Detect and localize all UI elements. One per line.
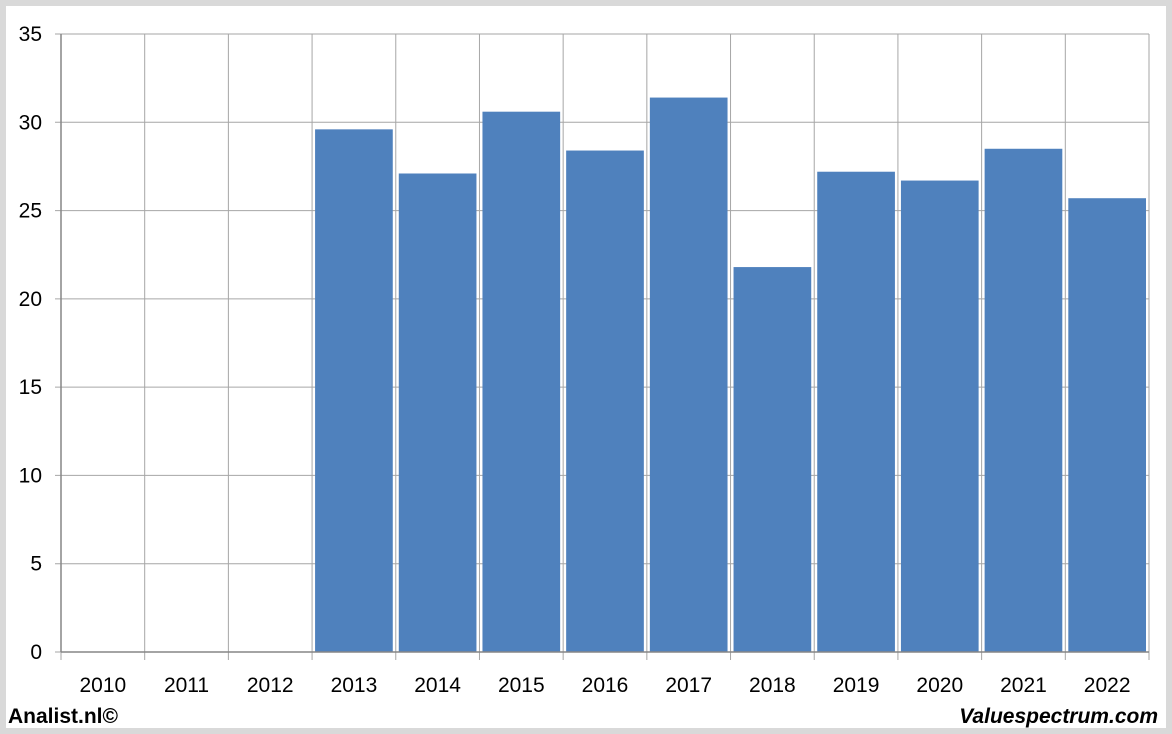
bar-2017 <box>649 97 728 652</box>
bar-2014 <box>398 173 477 652</box>
x-tick-label: 2018 <box>749 674 796 697</box>
x-tick-label: 2013 <box>331 674 378 697</box>
bar-2019 <box>817 171 895 652</box>
bar-2018 <box>733 267 812 652</box>
x-tick-label: 2022 <box>1084 674 1131 697</box>
y-tick-label: 10 <box>19 464 42 487</box>
bar-2021 <box>984 148 1063 652</box>
x-tick-label: 2015 <box>498 674 545 697</box>
bar-2015 <box>482 111 561 653</box>
bar-2022 <box>1068 198 1146 652</box>
x-tick-label: 2017 <box>665 674 712 697</box>
bar-2013 <box>315 129 393 652</box>
x-tick-label: 2012 <box>247 674 294 697</box>
bar-2016 <box>566 150 644 652</box>
x-tick-label: 2011 <box>164 674 209 697</box>
y-tick-label: 30 <box>19 111 42 134</box>
footer-source-left: Analist.nl© <box>8 705 118 728</box>
labels-layer: 0 5 10 15 20 25 30 35 2010 2011 2012 2013 2014 2015 20… <box>19 23 1131 697</box>
y-tick-label: 0 <box>30 641 42 664</box>
y-tick-label: 5 <box>30 553 42 576</box>
x-tick-label: 2021 <box>1000 674 1047 697</box>
x-tick-label: 2019 <box>833 674 880 697</box>
x-tick-label: 2020 <box>916 674 963 697</box>
bar-2020 <box>900 180 979 652</box>
x-tick-label: 2016 <box>582 674 629 697</box>
y-tick-label: 15 <box>19 376 42 399</box>
y-tick-label: 35 <box>19 23 42 46</box>
axis-layer <box>60 34 1149 653</box>
y-tick-label: 25 <box>19 200 42 223</box>
x-tick-label: 2014 <box>414 674 461 697</box>
bars-layer <box>315 97 1146 653</box>
x-tick-label: 2010 <box>79 674 126 697</box>
y-tick-label: 20 <box>19 288 42 311</box>
footer-source-right: Valuespectrum.com <box>959 705 1158 728</box>
